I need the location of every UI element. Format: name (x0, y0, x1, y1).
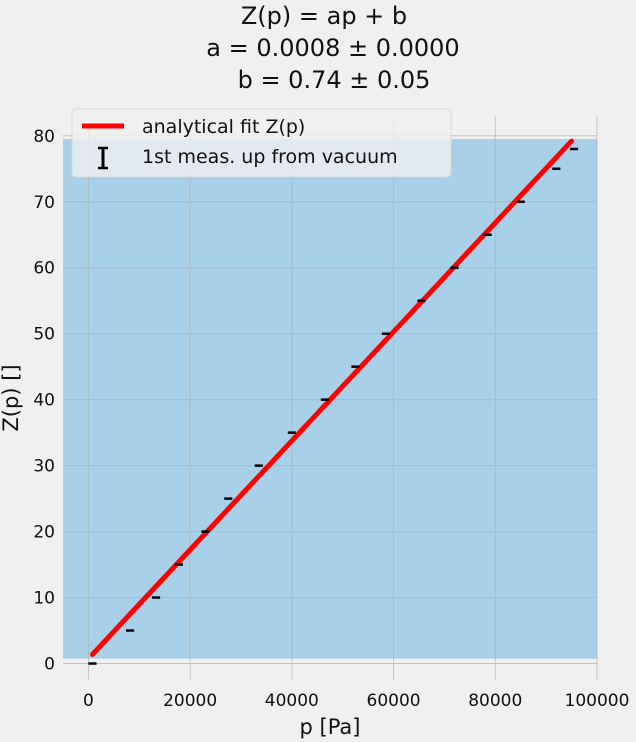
y-axis-label: Z(p) [] (0, 364, 23, 431)
y-tick-label: 30 (33, 457, 55, 477)
fit-line (89, 138, 575, 657)
chart-title-line-2: a = 0.0008 ± 0.0000 (206, 34, 459, 62)
y-tick-label: 80 (33, 127, 55, 147)
y-tick-label: 10 (33, 589, 55, 609)
x-tick-label: 60000 (367, 691, 421, 711)
legend-meas-label: 1st meas. up from vacuum (142, 146, 398, 168)
y-tick-label: 70 (33, 193, 55, 213)
y-tick-label: 60 (33, 259, 55, 279)
chart-title-line-3: b = 0.74 ± 0.05 (238, 66, 431, 94)
y-tick-label: 40 (33, 391, 55, 411)
legend: analytical fit Z(p) 1st meas. up from vac… (71, 108, 452, 178)
y-tick-label: 50 (33, 325, 55, 345)
x-tick-label: 20000 (163, 691, 217, 711)
x-axis-label: p [Pa] (300, 715, 361, 739)
legend-box (71, 108, 452, 178)
plot-area: 0 20000 40000 60000 80000 100000 0 10 20 30 40 50 60… (33, 116, 629, 711)
x-tick-label: 40000 (265, 691, 319, 711)
x-tick-label: 80000 (468, 691, 522, 711)
x-tick-label: 0 (83, 691, 94, 711)
x-tick-label: 100000 (565, 691, 630, 711)
y-tick-label: 0 (44, 655, 55, 675)
legend-fit-label: analytical fit Z(p) (142, 116, 305, 138)
y-tick-label: 20 (33, 523, 55, 543)
chart-title-line-1: Z(p) = ap + b (241, 2, 407, 30)
